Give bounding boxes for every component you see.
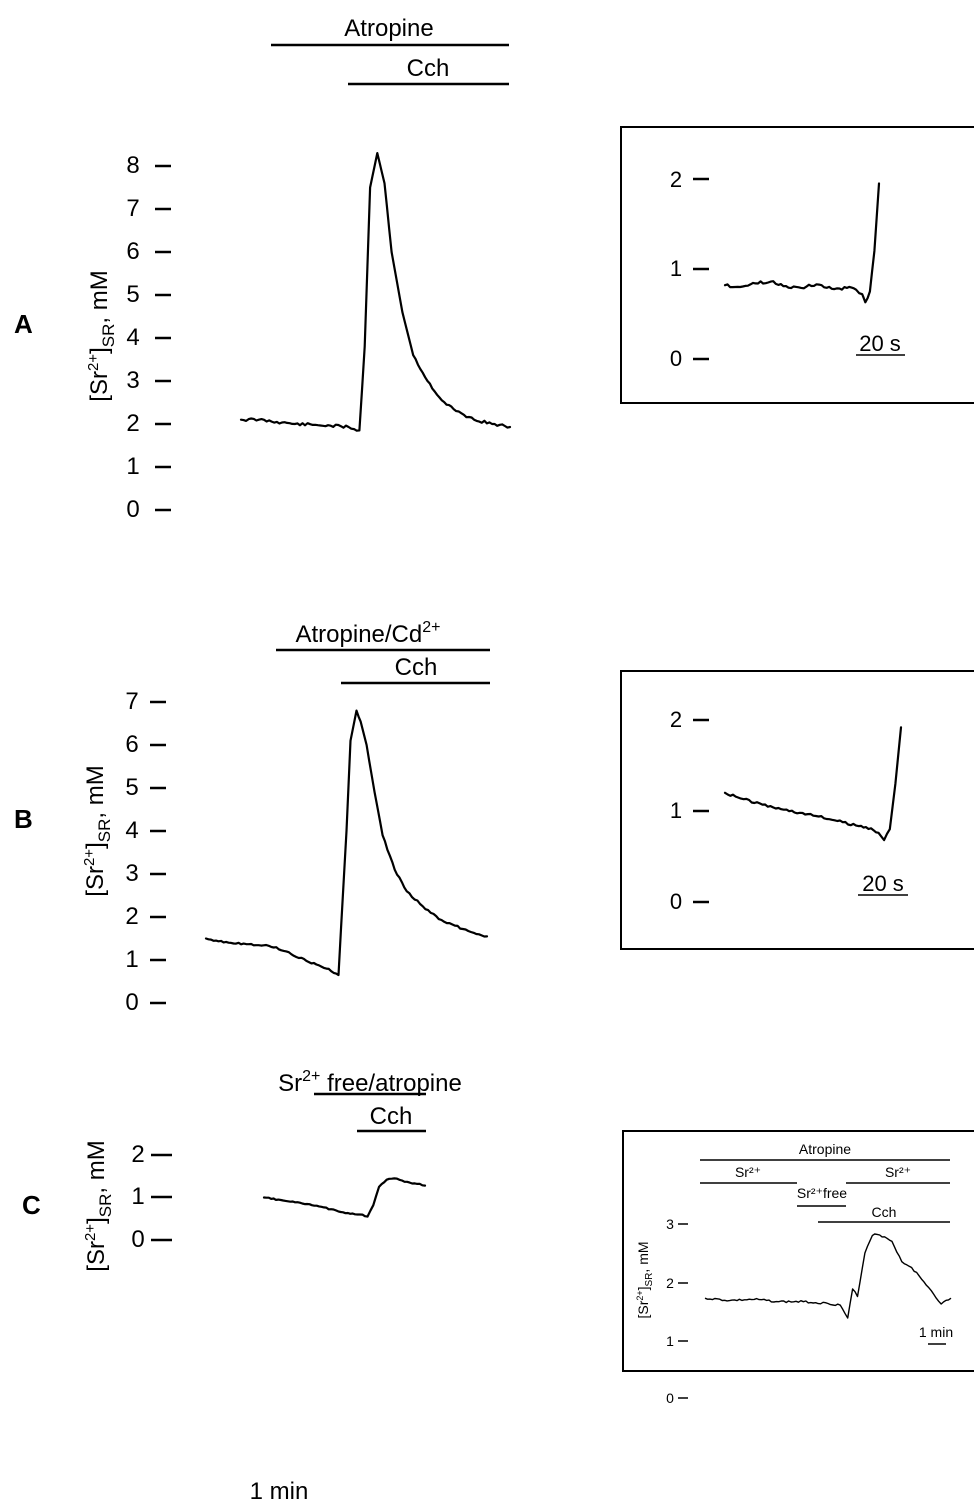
panel-a-inset: 2 1 0 20 s [621,127,974,403]
panel-c-inset-bar-label-sr-2: Sr²⁺ [885,1164,911,1180]
panel-c-inset-bar-label-atropine: Atropine [799,1141,851,1157]
panel-c-inset-bar-label-cch: Cch [872,1204,897,1220]
panel-b-inset-ytick-label: 2 [670,707,682,732]
panel-b-ytick-label: 7 [125,688,138,715]
panel-a-ytick-label: 8 [126,152,139,179]
panel-b-inset-ytick-label: 1 [670,798,682,823]
panel-b-ytick-label: 4 [125,817,138,844]
panel-a-bar-label-cch: Cch [407,55,450,82]
panel-b-yaxis: 7 6 5 4 3 2 1 0 [125,688,166,1016]
panel-b-inset: 2 1 0 20 s [621,671,974,949]
panel-b-inset-series-trace [725,727,901,840]
panel-a-letter: A [14,309,33,339]
panel-a-ylabel: [Sr2+]SR, mM [85,270,118,401]
panel-a-bar-label-atropine: Atropine [344,15,433,42]
panel-a-ytick-label: 5 [126,281,139,308]
panel-c-ytick-label: 0 [131,1226,144,1253]
panel-b-ytick-label: 2 [125,903,138,930]
panel-b-inset-ytick-label: 0 [670,889,682,914]
panel-a-ytick-label: 0 [126,496,139,523]
panel-c-inset-ytick-label: 0 [666,1390,674,1406]
panel-b-letter: B [14,804,33,834]
panel-b-ylabel: [Sr2+]SR, mM [81,765,114,896]
panel-c-ytick-label: 1 [131,1183,144,1210]
panel-c-inset-series-trace [705,1234,951,1318]
panel-a-inset-ytick-label: 2 [670,167,682,192]
panel-b-ytick-label: 5 [125,774,138,801]
panel-c-inset-bar-label-sr-free: Sr²⁺free [797,1185,847,1201]
panel-a-inset-ytick-label: 0 [670,346,682,371]
panel-c-bar-label-cch: Cch [370,1103,413,1130]
panel-a-inset-scale-label: 20 s [859,331,901,356]
panel-c-inset: [Sr2+]SR, mM 3 2 1 0 Atropine Sr²⁺ Sr²⁺ … [623,1131,974,1406]
panel-c-inset-ytick-label: 2 [666,1275,674,1291]
panel-b-series-trace [206,711,487,975]
panel-b-ytick-label: 1 [125,946,138,973]
panel-c-bar-label-sr-free-atropine: Sr2+ free/atropine [278,1068,462,1097]
panel-b-ytick-label: 3 [125,860,138,887]
panel-c-ylabel: [Sr2+]SR, mM [82,1140,115,1271]
panel-b-ytick-label: 6 [125,731,138,758]
panel-a-ytick-label: 2 [126,410,139,437]
panel-c-inset-scale-label: 1 min [919,1324,953,1340]
panel-c-scale-label: 1 min [250,1478,309,1505]
panel-c-inset-ytick-label: 1 [666,1333,674,1349]
panel-c-inset-bar-label-sr-1: Sr²⁺ [735,1164,761,1180]
panel-a-inset-series-trace [725,184,879,303]
panel-c-inset-ylabel: [Sr2+]SR, mM [635,1241,655,1318]
panel-a-yaxis: 8 7 6 5 4 3 2 1 0 [126,152,171,523]
panel-c-ytick-label: 2 [131,1141,144,1168]
panel-b-bar-label-cch: Cch [395,654,438,681]
panel-c-yaxis: 2 1 0 [131,1141,172,1253]
panel-a-ytick-label: 1 [126,453,139,480]
panel-b-ytick-label: 0 [125,989,138,1016]
panel-a-inset-ytick-label: 1 [670,256,682,281]
panel-b-inset-scale-label: 20 s [862,871,904,896]
panel-a-ytick-label: 3 [126,367,139,394]
panel-a-ytick-label: 6 [126,238,139,265]
panel-c-series-trace [264,1178,425,1216]
panel-c: C [Sr2+]SR, mM 2 1 0 Sr2+ free/atropine … [22,1068,974,1505]
panel-c-letter: C [22,1190,41,1220]
panel-b-bar-label-atropine-cd: Atropine/Cd2+ [296,619,441,648]
panel-a: A [Sr2+]SR, mM 8 7 6 5 4 3 2 1 0 Atropin… [14,15,974,523]
panel-a-ytick-label: 4 [126,324,139,351]
panel-c-inset-ytick-label: 3 [666,1216,674,1232]
panel-a-ytick-label: 7 [126,195,139,222]
panel-a-series-trace [241,153,510,431]
panel-b: B [Sr2+]SR, mM 7 6 5 4 3 2 1 0 Atropine/… [14,619,974,1016]
